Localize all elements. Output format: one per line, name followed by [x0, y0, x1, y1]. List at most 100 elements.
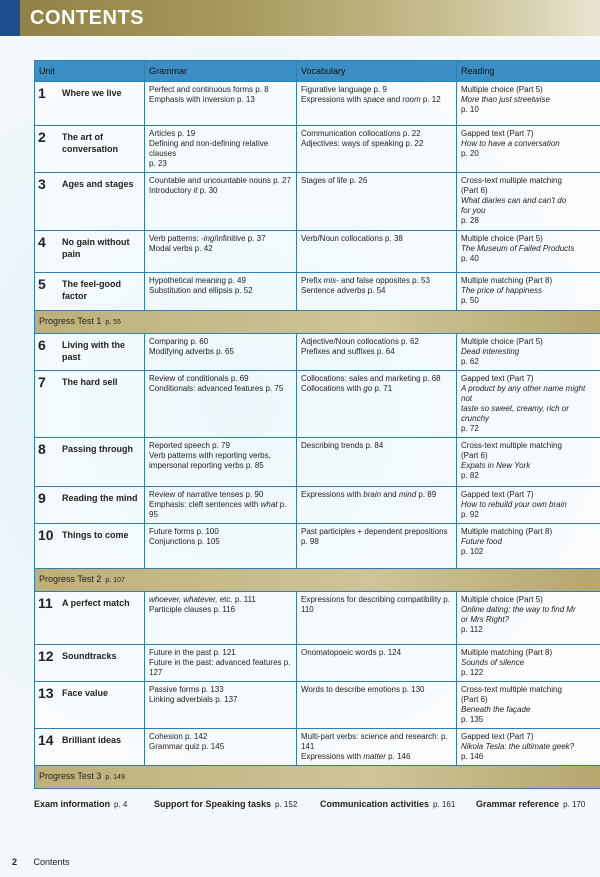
text-segment: p. 30	[197, 186, 217, 195]
page-footer: 2 Contents	[12, 857, 600, 867]
grammar-line: p. 23	[149, 159, 292, 169]
text-segment: impersonal reporting verbs p. 85	[149, 461, 264, 470]
text-segment: what	[261, 500, 278, 509]
text-segment: Adjective/Noun collocations p. 62	[301, 337, 419, 346]
grammar-line: Verb patterns: -ing/infinitive p. 37	[149, 234, 292, 244]
unit-number: 12	[38, 649, 62, 663]
text-segment: Conditionals: advanced features p. 75	[149, 384, 283, 393]
text-segment: Cross-text multiple matching	[461, 441, 562, 450]
text-segment: Modal verbs p. 42	[149, 244, 213, 253]
vocab-line: Sentence adverbs p. 54	[301, 286, 452, 296]
text-segment: Expressions with	[301, 752, 363, 761]
reading-line: How to have a conversation	[461, 139, 596, 149]
text-segment: Multiple matching (Part 8)	[461, 648, 552, 657]
grammar-line: Participle clauses p. 116	[149, 605, 292, 615]
text-segment: Multiple choice (Part 5)	[461, 595, 543, 604]
grammar-line: impersonal reporting verbs p. 85	[149, 461, 292, 471]
reading-cell: Gapped text (Part 7)How to rebuild your …	[457, 487, 600, 524]
reading-line: How to rebuild your own brain	[461, 500, 596, 510]
reading-line: p. 40	[461, 254, 596, 264]
text-segment: What diaries can and can't do	[461, 196, 566, 205]
reading-line: taste so sweet, creamy, rich or crunchy	[461, 404, 596, 424]
reading-cell: Multiple matching (Part 8)The price of h…	[457, 273, 600, 311]
text-segment: (Part 6)	[461, 451, 488, 460]
text-segment: p. 146	[461, 752, 483, 761]
text-segment: brain	[363, 490, 381, 499]
vocab-cell: Onomatopoeic words p. 124	[297, 645, 457, 682]
text-segment: Linking adverbials p. 137	[149, 695, 238, 704]
reading-cell: Cross-text multiple matching(Part 6)What…	[457, 173, 600, 231]
vocab-cell: Verb/Noun collocations p. 38	[297, 231, 457, 273]
text-segment: Sentence adverbs p. 54	[301, 286, 386, 295]
vocab-line: Prefixes and suffixes p. 64	[301, 347, 452, 357]
text-segment: room	[402, 95, 420, 104]
grammar-line: Future in the past p. 121	[149, 648, 292, 658]
reading-line: Multiple matching (Part 8)	[461, 648, 596, 658]
text-segment: taste so sweet, creamy, rich or crunchy	[461, 404, 569, 423]
unit-number: 6	[38, 338, 62, 352]
text-segment: (Part 6)	[461, 695, 488, 704]
vocab-line: Adjectives: ways of speaking p. 22	[301, 139, 452, 149]
grammar-line: Modifying adverbs p. 65	[149, 347, 292, 357]
unit-number: 11	[38, 596, 62, 610]
grammar-line: Hypothetical meaning p. 49	[149, 276, 292, 286]
grammar-line: Future forms p. 100	[149, 527, 292, 537]
vocab-cell: Multi-part verbs: science and research: …	[297, 729, 457, 766]
text-segment: mis-	[324, 276, 339, 285]
unit-title: A perfect match	[62, 596, 138, 609]
text-segment: Future food	[461, 537, 502, 546]
text-segment: The price of happiness	[461, 286, 542, 295]
text-segment: Figurative language p. 9	[301, 85, 387, 94]
text-segment: go	[363, 384, 372, 393]
unit-title: Where we live	[62, 86, 138, 99]
vocab-line: Adjective/Noun collocations p. 62	[301, 337, 452, 347]
grammar-line: Defining and non-defining relative claus…	[149, 139, 292, 159]
text-segment: p. 89	[416, 490, 436, 499]
unit-number: 4	[38, 235, 62, 249]
text-segment: Verb patterns:	[149, 234, 201, 243]
progress-test-label: Progress Test 2	[39, 574, 101, 584]
unit-title: No gain without pain	[62, 235, 138, 260]
column-header-grammar: Grammar	[145, 61, 297, 82]
text-segment: Multiple matching (Part 8)	[461, 527, 552, 536]
reading-line: p. 146	[461, 752, 596, 762]
vocab-line: Stages of life p. 26	[301, 176, 452, 186]
grammar-line: Passive forms p. 133	[149, 685, 292, 695]
text-segment: The Museum of Failed Products	[461, 244, 574, 253]
reading-cell: Multiple choice (Part 5)The Museum of Fa…	[457, 231, 600, 273]
reading-line: for you	[461, 206, 596, 216]
page-title: CONTENTS	[30, 7, 144, 30]
grammar-line: Cohesion p. 142	[149, 732, 292, 742]
vocab-line: Past participles + dependent preposition…	[301, 527, 452, 547]
text-segment: Cross-text multiple matching	[461, 176, 562, 185]
text-segment: Onomatopoeic words p. 124	[301, 648, 401, 657]
vocab-line: Collocations with go p. 71	[301, 384, 452, 394]
text-segment: Verb patterns with reporting verbs,	[149, 451, 271, 460]
text-segment: Defining and non-defining relative claus…	[149, 139, 268, 158]
reading-line: p. 135	[461, 715, 596, 725]
text-segment: Introductory	[149, 186, 193, 195]
text-segment: Verb/Noun collocations p. 38	[301, 234, 403, 243]
reading-line: Gapped text (Part 7)	[461, 129, 596, 139]
